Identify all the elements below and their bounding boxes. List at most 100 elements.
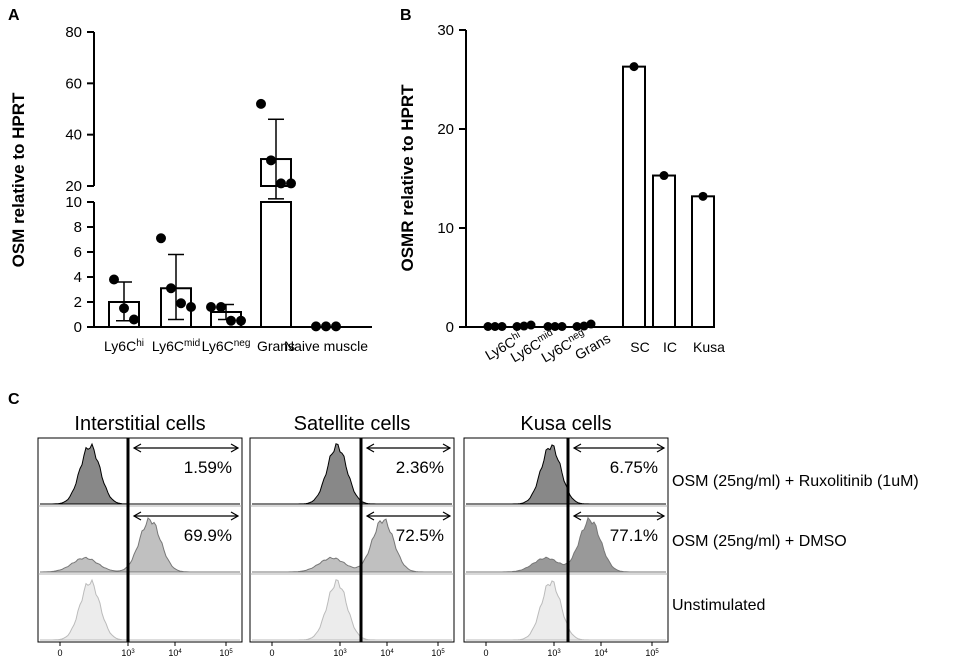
panel-b-xtick-label: Kusa (693, 339, 725, 355)
flow-xtick-label: 105 (219, 648, 233, 657)
data-point (129, 314, 139, 325)
panel-a-xtick-label: Ly6Chi (104, 338, 144, 355)
panel-a-ylabel: OSM relative to HPRT (9, 92, 28, 267)
panel-a-ytick-label: 8 (74, 219, 82, 236)
histogram (252, 579, 452, 641)
panel-c-label: C (8, 391, 20, 408)
data-point (557, 322, 567, 332)
panel-a-label: A (8, 7, 20, 24)
histogram (40, 517, 240, 573)
arrow-head (442, 511, 452, 521)
data-point (512, 322, 522, 332)
data-point (659, 171, 669, 181)
flow-xtick-label: 0 (269, 648, 274, 657)
histogram (466, 580, 666, 641)
flow-xtick-label: 104 (168, 648, 182, 657)
panel-a-ytick-label: 20 (65, 178, 82, 195)
flow-panel-title: Interstitial cells (74, 413, 205, 435)
flow-xtick-label: 104 (594, 648, 608, 657)
data-point (331, 321, 341, 332)
data-point (543, 322, 553, 332)
flow-panel-frame (37, 437, 243, 643)
flow-xtick-label: 103 (121, 648, 135, 657)
data-point (311, 321, 321, 332)
bar (652, 174, 676, 328)
data-point (286, 178, 296, 189)
data-point (119, 303, 129, 314)
flow-panel-frame (463, 437, 669, 643)
data-point (109, 274, 119, 285)
data-point (216, 302, 226, 312)
data-point (483, 322, 493, 332)
panel-a-ytick-label: 10 (65, 194, 82, 211)
flow-xtick-label: 0 (57, 648, 62, 657)
arrow-head (230, 443, 240, 453)
data-point (176, 298, 186, 309)
panel-a-xtick-label: Grans (257, 338, 295, 354)
arrow-head (656, 511, 666, 521)
panel-a-ytick-label: 0 (74, 319, 82, 336)
panel-a-ytick-label: 40 (65, 127, 82, 144)
flow-panel: Interstitial cells 1.59% 69.9% 0 103 104 105 (37, 413, 243, 657)
gate-percentage: 69.9% (184, 526, 232, 545)
data-point (276, 178, 286, 189)
panel-a-ytick-label: 4 (74, 269, 82, 286)
panel-b-ticks: 0 10 20 30 (437, 22, 466, 336)
data-point (256, 98, 266, 109)
condition-label: OSM (25ng/ml) + DMSO (672, 533, 847, 550)
data-point (550, 322, 560, 332)
panel-a-ytick-label: 60 (65, 75, 82, 92)
data-point (572, 322, 582, 332)
panel-a-xtick-label: Ly6Cneg (202, 338, 251, 355)
flow-xtick-label: 105 (431, 648, 445, 657)
flow-panel-frame (249, 437, 455, 643)
data-point (490, 322, 500, 332)
data-point (206, 302, 216, 312)
panel-b-label: B (400, 7, 412, 24)
panel-a-xtick-label: Ly6Cmid (152, 338, 200, 355)
arrow-head (365, 443, 375, 453)
panel-a-ytick-label: 6 (74, 244, 82, 261)
arrow-head (132, 511, 142, 521)
panel-b-ytick-label: 30 (437, 22, 454, 39)
flow-xtick-label: 104 (380, 648, 394, 657)
panel-a-ytick-label: 2 (74, 294, 82, 311)
panel-b-ytick-label: 0 (446, 319, 454, 336)
panel-b-ytick-label: 10 (437, 220, 454, 237)
data-point (321, 321, 331, 332)
arrow-head (656, 443, 666, 453)
histogram (252, 518, 452, 573)
flow-xtick-label: 103 (547, 648, 561, 657)
data-point (586, 319, 596, 329)
panel-a-bars (108, 98, 341, 332)
gate-percentage: 6.75% (610, 458, 658, 477)
gate-percentage: 77.1% (610, 526, 658, 545)
data-point (226, 315, 236, 326)
flow-panel: Satellite cells 2.36% 72.5% 0 103 104 105 (249, 413, 455, 657)
arrow-head (442, 443, 452, 453)
flow-xtick-label: 0 (483, 648, 488, 657)
data-point (519, 321, 529, 331)
panel-a-xtick-label: Naive muscle (284, 338, 368, 354)
flow-xtick-label: 105 (645, 648, 659, 657)
data-point (497, 322, 507, 332)
arrow-head (132, 443, 142, 453)
data-point (266, 155, 276, 166)
arrow-head (572, 443, 582, 453)
histogram (252, 443, 452, 505)
arrow-head (572, 511, 582, 521)
flow-panel-title: Kusa cells (520, 413, 611, 435)
data-point (236, 315, 246, 326)
panel-b-ylabel: OSMR relative to HPRT (398, 84, 417, 272)
gate-percentage: 72.5% (396, 526, 444, 545)
bar (260, 201, 292, 328)
condition-label: Unstimulated (672, 597, 765, 614)
data-point (629, 62, 639, 72)
gate-percentage: 1.59% (184, 458, 232, 477)
